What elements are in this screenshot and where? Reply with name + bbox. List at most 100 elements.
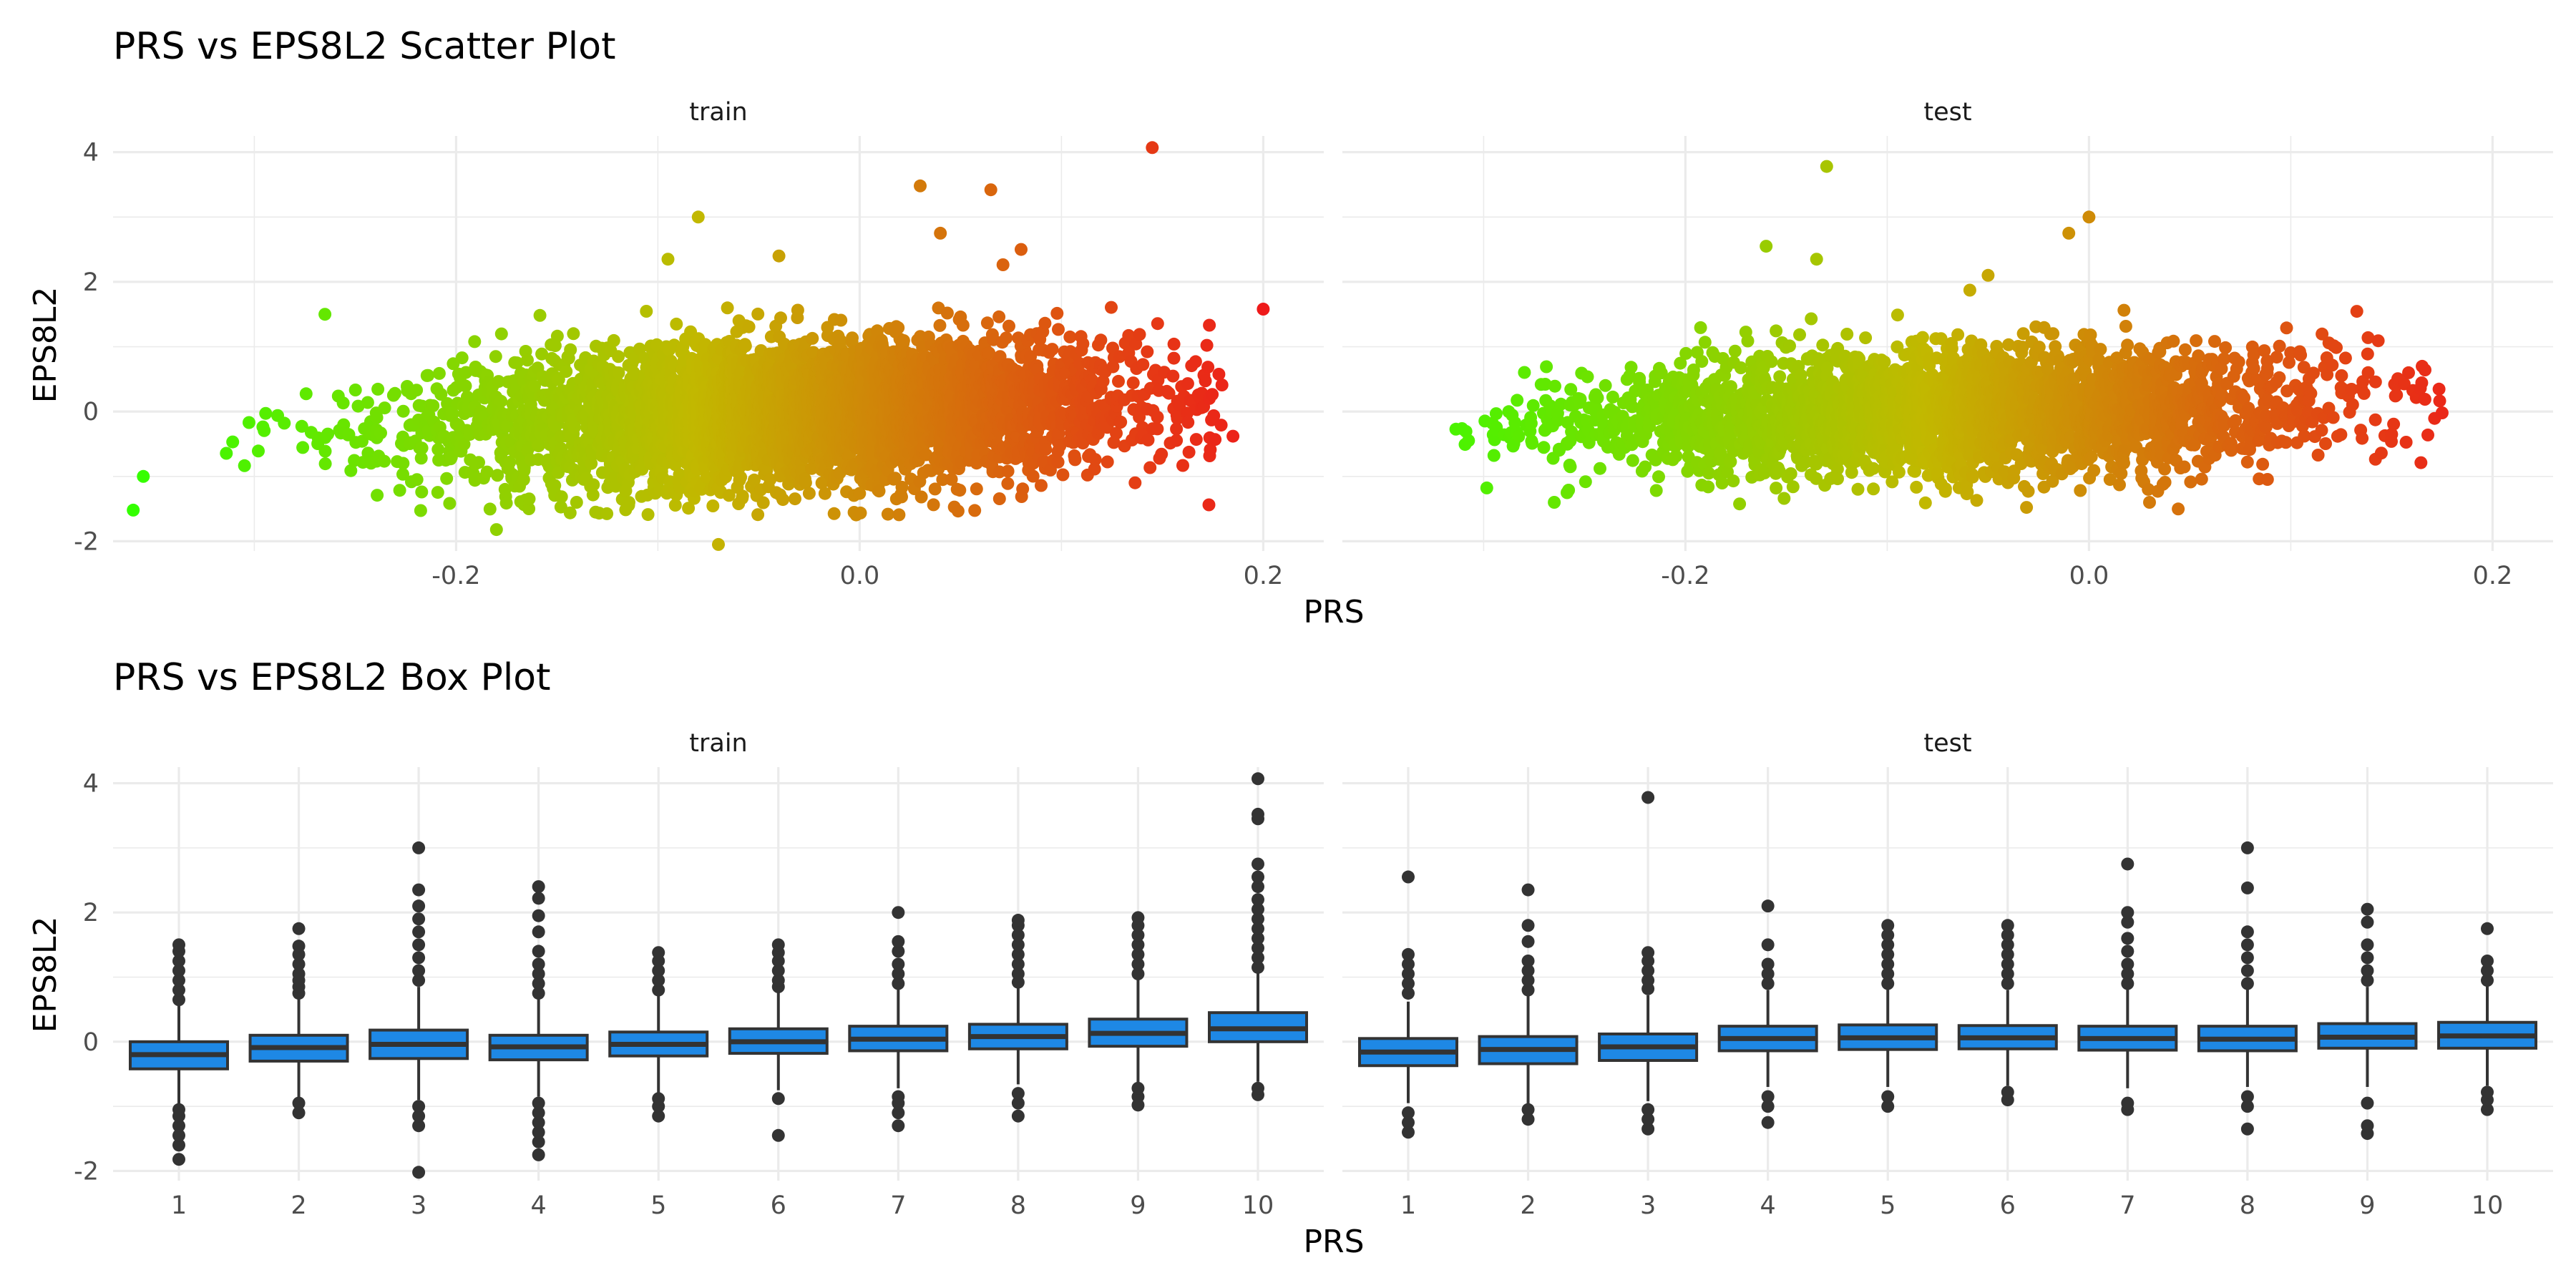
scatter-point <box>533 308 547 322</box>
scatter-point <box>503 455 517 469</box>
scatter-point <box>1760 240 1773 253</box>
scatter-point <box>1770 482 1783 495</box>
scatter-point <box>278 416 291 430</box>
scatter-point <box>1698 336 1712 349</box>
scatter-point <box>996 258 1010 271</box>
scatter-point <box>1793 328 1806 341</box>
scatter-point <box>318 308 332 321</box>
scatter-point <box>361 447 375 460</box>
scatter-point <box>455 351 469 365</box>
scatter-point <box>371 489 384 502</box>
scatter-point <box>388 386 401 400</box>
scatter-point <box>1141 433 1155 447</box>
scatter-point <box>336 396 350 410</box>
scatter-point <box>1579 475 1592 489</box>
scatter-point <box>243 416 255 429</box>
scatter-point <box>586 488 600 502</box>
scatter-point <box>318 457 332 471</box>
scatter-point <box>459 366 473 379</box>
scatter-point <box>567 327 580 341</box>
scatter-point <box>772 249 786 263</box>
scatter-point <box>1166 369 1180 383</box>
scatter-point <box>872 484 886 498</box>
scatter-point <box>1002 319 1015 333</box>
scatter-point <box>968 504 982 517</box>
scatter-point <box>1487 449 1501 462</box>
scatter-point <box>258 424 271 437</box>
scatter-point <box>751 508 765 522</box>
scatter-point <box>1563 460 1577 474</box>
scatter-point <box>1050 306 1064 320</box>
scatter-point <box>1626 454 1639 467</box>
scatter-point <box>970 482 983 496</box>
scatter-point <box>321 427 335 441</box>
scatter-point <box>1624 361 1638 374</box>
scatter-point <box>1105 301 1118 314</box>
scatter-point <box>640 305 653 318</box>
scatter-point <box>600 507 614 520</box>
scatter-point <box>414 504 427 517</box>
scatter-point <box>494 394 508 408</box>
scatter-point <box>1537 441 1551 454</box>
scatter-point <box>1151 422 1164 436</box>
scatter-point <box>1068 453 1082 467</box>
scatter-point <box>344 464 358 477</box>
scatter-point <box>410 384 424 397</box>
scatter-point <box>736 489 749 503</box>
scatter-point <box>1200 338 1214 352</box>
scatter-point <box>1581 370 1594 384</box>
scatter-point <box>1786 480 1800 494</box>
scatter-point <box>522 502 536 515</box>
scatter-point <box>1155 447 1169 461</box>
scatter-point <box>570 496 583 509</box>
scatter-point <box>499 497 513 510</box>
scatter-point <box>1038 316 1052 330</box>
scatter-point <box>426 399 440 412</box>
scatter-strip-test: test <box>1923 98 1971 127</box>
scatter-point <box>956 318 970 332</box>
scatter-point <box>1201 361 1215 374</box>
scatter-point <box>127 503 140 517</box>
scatter-point <box>1480 481 1493 494</box>
scatter-point <box>1741 334 1755 348</box>
scatter-point <box>1189 355 1202 369</box>
scatter-point <box>1045 343 1059 356</box>
scatter-point <box>1820 160 1833 173</box>
scatter-point <box>361 396 374 409</box>
scatter-point <box>1462 434 1475 447</box>
scatter-point <box>607 333 620 347</box>
scatter-point <box>563 506 577 519</box>
scatter-point <box>751 307 765 321</box>
scatter-point <box>1016 482 1030 496</box>
scatter-point <box>927 498 940 512</box>
scatter-point <box>1114 415 1128 429</box>
scatter-point <box>528 379 541 393</box>
scatter-point <box>881 507 894 521</box>
scatter-point <box>1489 407 1503 421</box>
scatter-point <box>827 507 841 520</box>
scatter-point <box>432 366 446 380</box>
scatter-point <box>1526 436 1539 450</box>
scatter-point <box>641 508 655 522</box>
scatter-point <box>706 499 720 512</box>
scatter-point <box>1652 470 1665 484</box>
scatter-point <box>1146 141 1159 155</box>
scatter-point <box>897 334 910 347</box>
scatter-point <box>1203 318 1216 332</box>
scatter-point <box>1151 410 1164 424</box>
scatter-point <box>1181 377 1194 391</box>
scatter-point <box>670 317 683 331</box>
scatter-point <box>1214 419 1228 432</box>
scatter-point <box>1056 468 1070 482</box>
scatter-point <box>554 500 567 514</box>
scatter-point <box>443 497 457 510</box>
scatter-point <box>1518 366 1531 379</box>
scatter-point <box>491 469 504 482</box>
scatter-point <box>1727 474 1740 488</box>
scatter-point <box>1702 480 1715 494</box>
scatter-point <box>446 407 459 421</box>
scatter-point <box>1694 321 1707 334</box>
scatter-point <box>1088 453 1102 467</box>
scatter-point <box>1540 360 1553 374</box>
scatter-point <box>806 331 819 345</box>
